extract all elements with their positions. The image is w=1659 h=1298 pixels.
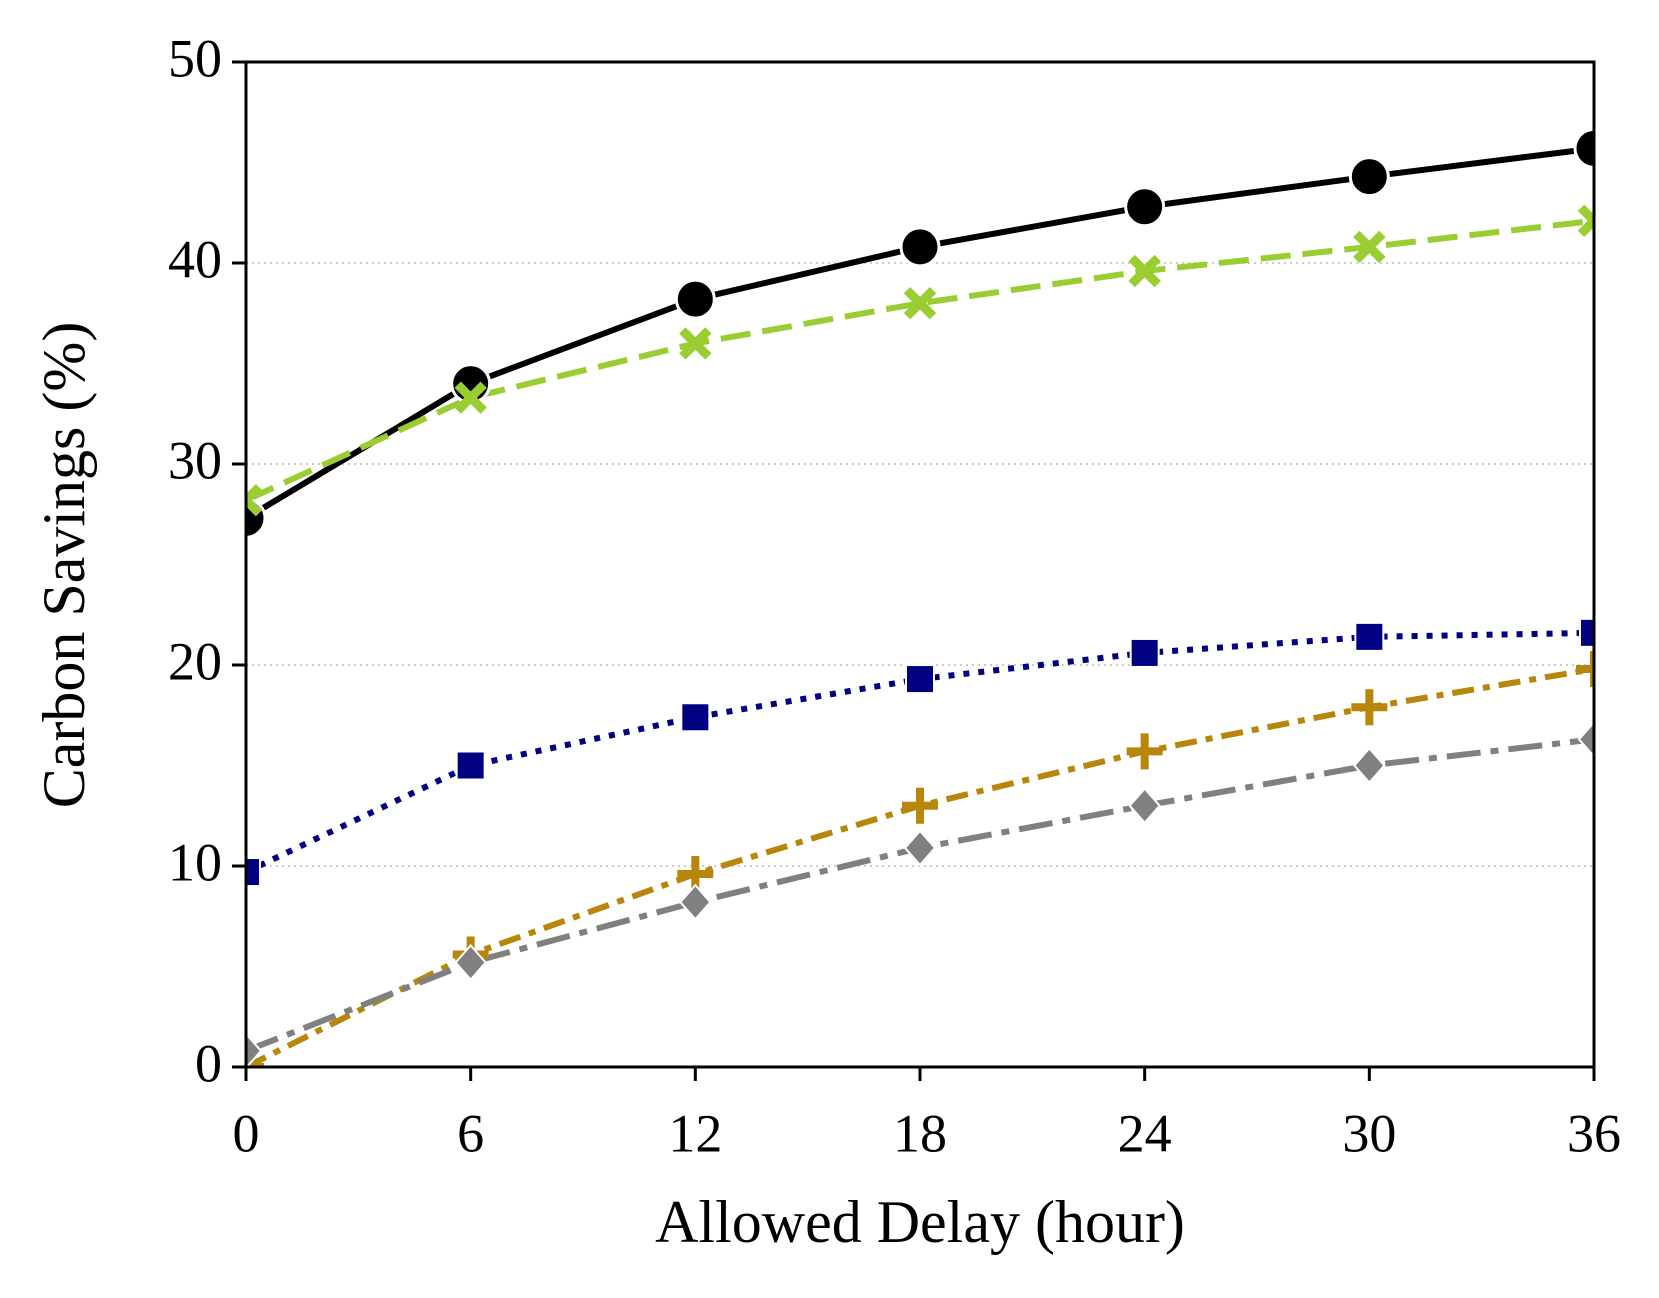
marker: [246, 857, 261, 888]
series-line: [246, 736, 1594, 1054]
marker: [1128, 254, 1161, 288]
marker: [1576, 651, 1594, 688]
marker: [455, 750, 486, 781]
y-tick-label: 40: [168, 229, 222, 289]
x-tick-label: 24: [1118, 1103, 1172, 1163]
marker: [1129, 637, 1160, 668]
marker: [1579, 617, 1594, 648]
x-axis-label: Allowed Delay (hour): [655, 1189, 1185, 1255]
x-tick-label: 12: [668, 1103, 722, 1163]
marker: [1573, 127, 1594, 169]
marker: [674, 278, 716, 320]
y-tick-label: 10: [168, 832, 222, 892]
x-tick-label: 36: [1567, 1103, 1621, 1163]
x-tick-label: 6: [457, 1103, 484, 1163]
marker: [1124, 186, 1166, 228]
marker: [679, 327, 712, 360]
marker: [1353, 230, 1386, 264]
marker: [899, 226, 941, 268]
y-tick-label: 30: [168, 430, 222, 490]
marker: [1126, 733, 1163, 770]
marker: [246, 483, 263, 517]
marker: [1354, 621, 1385, 652]
plot-area: [246, 127, 1594, 1067]
x-tick-label: 30: [1342, 1103, 1396, 1163]
marker: [1128, 787, 1162, 825]
marker: [903, 829, 937, 867]
series-line: [246, 666, 1594, 1067]
y-tick-label: 0: [195, 1033, 222, 1093]
marker: [903, 287, 937, 320]
marker: [1348, 156, 1390, 198]
grid: [246, 61, 1594, 1068]
marker: [905, 664, 935, 695]
marker: [246, 1032, 263, 1067]
y-tick-label: 50: [168, 28, 222, 88]
marker: [1577, 720, 1594, 758]
marker: [678, 883, 712, 921]
y-tick-label: 20: [168, 631, 222, 691]
marker: [1577, 204, 1594, 237]
marker: [902, 787, 938, 824]
marker: [1352, 746, 1386, 785]
marker: [454, 381, 487, 414]
marker: [1351, 689, 1388, 726]
y-axis-label: Carbon Savings (%): [31, 322, 97, 809]
marker: [680, 702, 711, 733]
ticks: 0 10 20 30 40 50 0 6 12 18 24 30 36: [168, 28, 1621, 1163]
marker: [454, 943, 488, 981]
x-tick-label: 18: [893, 1103, 947, 1163]
x-tick-label: 0: [233, 1103, 260, 1163]
series-line: [246, 145, 1594, 521]
axes-frame: [244, 60, 1596, 1069]
